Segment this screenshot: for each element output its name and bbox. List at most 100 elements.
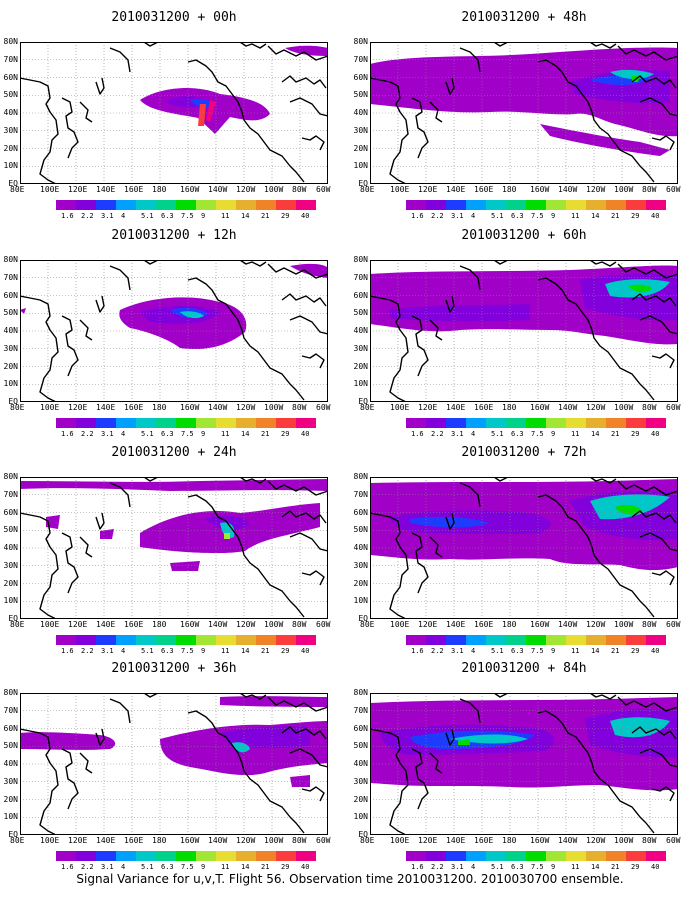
colorbar-label: 9 — [201, 647, 206, 655]
coastline — [95, 512, 105, 530]
colorbar-swatch — [546, 851, 566, 861]
colorbar — [56, 200, 316, 210]
panel-title: 2010031200 + 12h — [111, 228, 237, 243]
coastline — [187, 710, 305, 834]
longitude-label: 140W — [558, 185, 578, 194]
variance-contour — [20, 732, 116, 750]
coastline — [143, 477, 159, 482]
colorbar-swatch — [526, 851, 546, 861]
coastline — [411, 748, 429, 810]
colorbar-swatch — [566, 851, 586, 861]
colorbar-label: 7.5 — [531, 863, 544, 871]
figure-caption: Signal Variance for u,v,T. Flight 56. Ob… — [76, 872, 624, 886]
longitude-label: 80W — [642, 403, 657, 412]
colorbar-swatch — [176, 635, 196, 645]
latitude-label: EQ — [358, 615, 368, 623]
latitude-label: 10N — [3, 813, 18, 822]
coastline — [79, 536, 93, 558]
longitude-label: 180 — [152, 620, 167, 629]
longitude-label: 120E — [418, 836, 438, 845]
coastline — [79, 752, 93, 774]
longitude-label: 160W — [180, 836, 200, 845]
colorbar-label: 29 — [281, 212, 290, 220]
colorbar-label: 6.3 — [511, 212, 524, 220]
colorbar-swatch — [276, 200, 296, 210]
colorbar-swatch — [196, 200, 216, 210]
longitude-label: 60W — [666, 620, 681, 629]
colorbar-label: 9 — [201, 430, 206, 438]
colorbar-label: 3.1 — [101, 212, 114, 220]
colorbar-label: 21 — [611, 863, 620, 871]
colorbar-swatch — [486, 418, 506, 428]
colorbar-swatch — [526, 418, 546, 428]
colorbar-swatch — [406, 851, 426, 861]
coastline — [267, 45, 328, 61]
panel-title: 2010031200 + 72h — [461, 445, 587, 460]
coastline — [617, 696, 678, 712]
colorbar-label: 40 — [301, 212, 310, 220]
colorbar-label: 1.6 — [411, 647, 424, 655]
coastline — [281, 75, 327, 89]
colorbar-swatch — [626, 851, 646, 861]
longitude-label: 100W — [264, 403, 284, 412]
coastline — [187, 494, 305, 618]
variance-contour — [180, 311, 204, 319]
coastline — [651, 786, 675, 802]
colorbar-swatch — [466, 418, 486, 428]
latitude-label: 30N — [353, 344, 368, 353]
colorbar-label: 5.1 — [141, 212, 154, 220]
longitude-label: 60W — [316, 403, 331, 412]
latitude-label: 40N — [353, 327, 368, 335]
colorbar-label: 11 — [221, 212, 230, 220]
longitude-label: 120E — [418, 403, 438, 412]
colorbar-label: 1.6 — [411, 212, 424, 220]
variance-contour — [198, 104, 206, 126]
colorbar — [56, 851, 316, 861]
colorbar-swatch — [56, 418, 76, 428]
longitude-label: 140E — [96, 836, 116, 845]
colorbar-label: 5.1 — [141, 863, 154, 871]
latitude-label: EQ — [8, 831, 18, 839]
coastline — [143, 693, 159, 698]
colorbar-swatch — [646, 851, 666, 861]
longitude-label: 160W — [530, 403, 550, 412]
coastline — [143, 42, 159, 47]
colorbar-label: 5.1 — [491, 647, 504, 655]
colorbar-swatch — [276, 851, 296, 861]
latitude-label: 70N — [353, 273, 368, 282]
coastline — [281, 726, 327, 740]
longitude-label: 80E — [10, 620, 25, 629]
colorbar-swatch — [586, 418, 606, 428]
longitude-label: 140W — [208, 620, 228, 629]
colorbar-label: 6.3 — [511, 430, 524, 438]
longitude-label: 160W — [180, 403, 200, 412]
colorbar-swatch — [216, 418, 236, 428]
longitude-label: 180 — [502, 620, 517, 629]
colorbar-label: 7.5 — [181, 430, 194, 438]
colorbar-label: 2.2 — [81, 212, 94, 220]
longitude-label: 160W — [530, 185, 550, 194]
colorbar-label: 11 — [571, 863, 580, 871]
longitude-label: 180 — [152, 185, 167, 194]
longitude-label: 60W — [316, 836, 331, 845]
colorbar-swatch — [426, 635, 446, 645]
colorbar-swatch — [176, 200, 196, 210]
longitude-label: 180 — [152, 403, 167, 412]
colorbar-label: 21 — [611, 212, 620, 220]
latitude-label: 80N — [353, 689, 368, 697]
colorbar-swatch — [506, 635, 526, 645]
coastline — [289, 748, 328, 768]
colorbar-label: 3.1 — [101, 863, 114, 871]
colorbar-swatch — [546, 200, 566, 210]
coastline — [639, 97, 678, 117]
colorbar-swatch — [586, 200, 606, 210]
colorbar-label: 5.1 — [491, 863, 504, 871]
variance-contour — [540, 124, 670, 156]
colorbar-label: 6.3 — [511, 647, 524, 655]
coastline — [95, 77, 105, 95]
coastline — [589, 477, 617, 484]
colorbar-swatch — [646, 635, 666, 645]
variance-contour — [285, 45, 328, 56]
colorbar-label: 11 — [221, 647, 230, 655]
coastline — [301, 786, 325, 802]
